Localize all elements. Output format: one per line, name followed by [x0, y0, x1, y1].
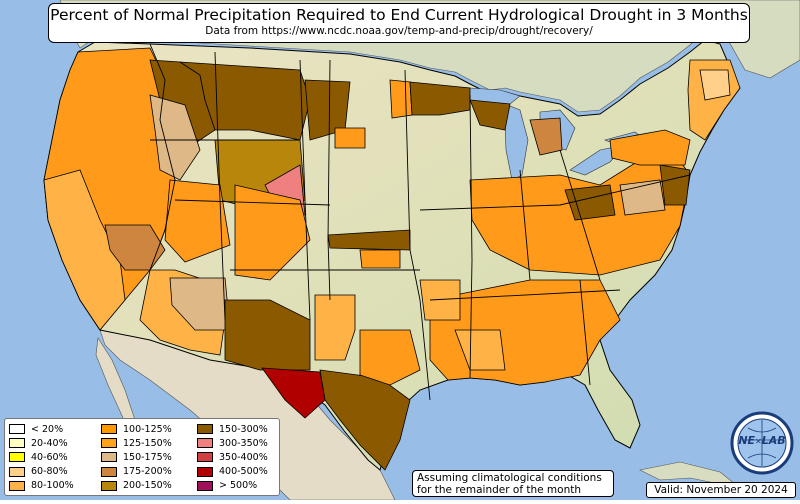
- legend-item: < 20%: [9, 422, 101, 436]
- region-arkansas: [419, 279, 461, 321]
- legend: < 20% 20-40% 40-60% 60-80% 80-100% 100-125% 12…: [4, 418, 280, 496]
- region-east-tan: [619, 179, 666, 216]
- region-sd-orange: [334, 127, 366, 149]
- legend-swatch: [9, 480, 25, 491]
- legend-label: 350-400%: [219, 451, 268, 463]
- legend-swatch: [197, 424, 213, 435]
- state-borders: [149, 43, 691, 401]
- legend-item: 125-150%: [101, 436, 197, 450]
- legend-swatch: [101, 466, 117, 477]
- legend-swatch: [9, 452, 25, 463]
- region-newmexico-brown: [224, 299, 311, 371]
- legend-item: 200-150%: [101, 479, 197, 493]
- legend-label: 20-40%: [31, 437, 68, 449]
- legend-grid: < 20% 20-40% 40-60% 60-80% 80-100% 100-125% 12…: [9, 422, 275, 493]
- legend-item: 300-350%: [197, 436, 281, 450]
- legend-label: > 500%: [219, 480, 258, 492]
- logo-text-right: LAB: [761, 434, 786, 447]
- logo-text-left: NE: [738, 434, 756, 447]
- legend-swatch: [101, 452, 117, 463]
- legend-label: < 20%: [31, 423, 64, 435]
- region-lower-mi: [529, 117, 563, 156]
- region-kansas-orange: [359, 249, 401, 269]
- assumption-note: Assuming climatological conditions for t…: [412, 470, 614, 497]
- region-south-light: [454, 329, 506, 371]
- legend-swatch: [197, 466, 213, 477]
- legend-label: 150-300%: [219, 423, 268, 435]
- legend-label: 80-100%: [31, 480, 74, 492]
- region-california-light: [43, 169, 126, 331]
- legend-swatch: [101, 438, 117, 449]
- legend-label: 100-125%: [123, 423, 172, 435]
- nexlab-logo: [730, 411, 794, 475]
- legend-item: 40-60%: [9, 450, 101, 464]
- legend-swatch: [197, 438, 213, 449]
- region-mn-brown: [409, 81, 471, 116]
- legend-item: 80-100%: [9, 479, 101, 493]
- region-mid-atlantic-brown: [659, 164, 691, 206]
- region-arizona-tan: [169, 277, 231, 331]
- region-montana-brown: [178, 61, 311, 141]
- legend-label: 300-350%: [219, 437, 268, 449]
- legend-label: 60-80%: [31, 466, 68, 478]
- logo-text: NE✕LAB: [738, 434, 786, 447]
- legend-swatch: [101, 480, 117, 491]
- legend-label: 400-500%: [219, 466, 268, 478]
- legend-item: 350-400%: [197, 450, 281, 464]
- legend-label: 40-60%: [31, 451, 68, 463]
- region-minnesota: [389, 79, 413, 119]
- legend-label: 200-150%: [123, 480, 172, 492]
- valid-date: Valid: November 20 2024: [646, 482, 796, 498]
- legend-swatch: [197, 452, 213, 463]
- region-ne-tan: [699, 69, 731, 101]
- region-panhandle: [314, 294, 356, 361]
- legend-label: 150-175%: [123, 451, 172, 463]
- region-montana-tan: [149, 94, 201, 181]
- legend-label: 125-150%: [123, 437, 172, 449]
- region-ny: [609, 129, 691, 166]
- title-box: Percent of Normal Precipitation Required…: [48, 3, 750, 43]
- legend-swatch: [9, 466, 25, 477]
- legend-item: 400-500%: [197, 465, 281, 479]
- legend-swatch: [197, 480, 213, 491]
- legend-item: 175-200%: [101, 465, 197, 479]
- region-texas-red: [261, 367, 326, 419]
- note-line-1: Assuming climatological conditions: [417, 472, 602, 484]
- drought-regions: [43, 47, 741, 471]
- legend-swatch: [9, 424, 25, 435]
- region-colorado-orange: [234, 184, 311, 281]
- legend-item: > 500%: [197, 479, 281, 493]
- region-ohio-brown: [564, 184, 616, 221]
- legend-item: 100-125%: [101, 422, 197, 436]
- map-subtitle: Data from https://www.ncdc.noaa.gov/temp…: [205, 25, 593, 37]
- legend-item: 150-175%: [101, 450, 197, 464]
- map-title: Percent of Normal Precipitation Required…: [50, 6, 748, 24]
- legend-item: 20-40%: [9, 436, 101, 450]
- region-michigan: [469, 99, 511, 131]
- legend-item: 60-80%: [9, 465, 101, 479]
- legend-item: 150-300%: [197, 422, 281, 436]
- legend-label: 175-200%: [123, 466, 172, 478]
- legend-swatch: [101, 424, 117, 435]
- legend-swatch: [9, 438, 25, 449]
- region-texas-orange: [359, 329, 421, 386]
- note-line-2: for the remainder of the month: [417, 484, 582, 496]
